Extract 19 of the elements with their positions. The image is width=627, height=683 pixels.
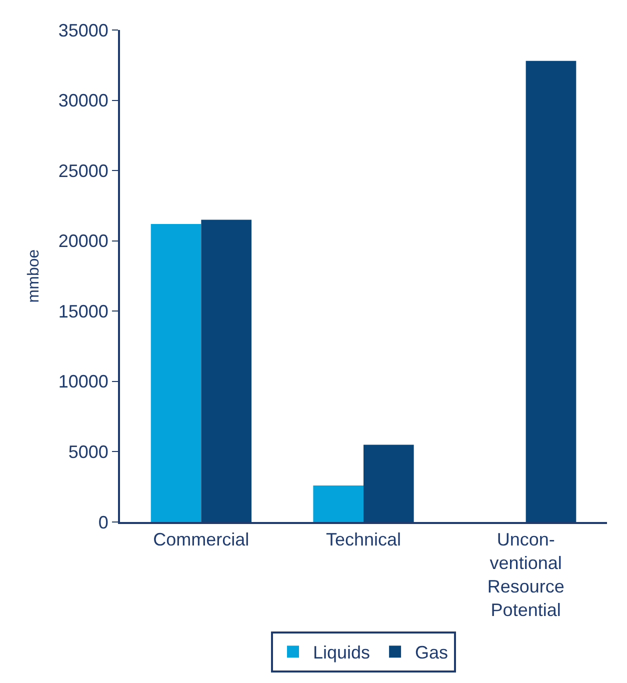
y-tick-label: 30000 bbox=[58, 90, 108, 111]
x-tick-label: Commercial bbox=[153, 530, 250, 550]
y-axis-title: mmboe bbox=[26, 249, 43, 303]
y-tick-label: 5000 bbox=[68, 442, 108, 462]
bar bbox=[364, 444, 414, 522]
y-tick-label: 15000 bbox=[58, 301, 108, 322]
x-tick-label: Uncon- ventional Resource Potential bbox=[487, 530, 564, 620]
legend-label: Gas bbox=[415, 642, 448, 663]
bar bbox=[526, 60, 576, 522]
bar bbox=[150, 224, 202, 522]
y-tick-label: 25000 bbox=[58, 160, 108, 181]
x-tick-label: Technical bbox=[326, 530, 402, 550]
y-tick-label: 35000 bbox=[58, 20, 108, 40]
bar bbox=[201, 220, 252, 522]
legend-label: Liquids bbox=[313, 642, 370, 663]
bar bbox=[313, 485, 364, 522]
y-tick-label: 0 bbox=[98, 512, 108, 532]
y-tick-label: 20000 bbox=[58, 231, 108, 252]
y-tick-label: 10000 bbox=[58, 372, 108, 392]
